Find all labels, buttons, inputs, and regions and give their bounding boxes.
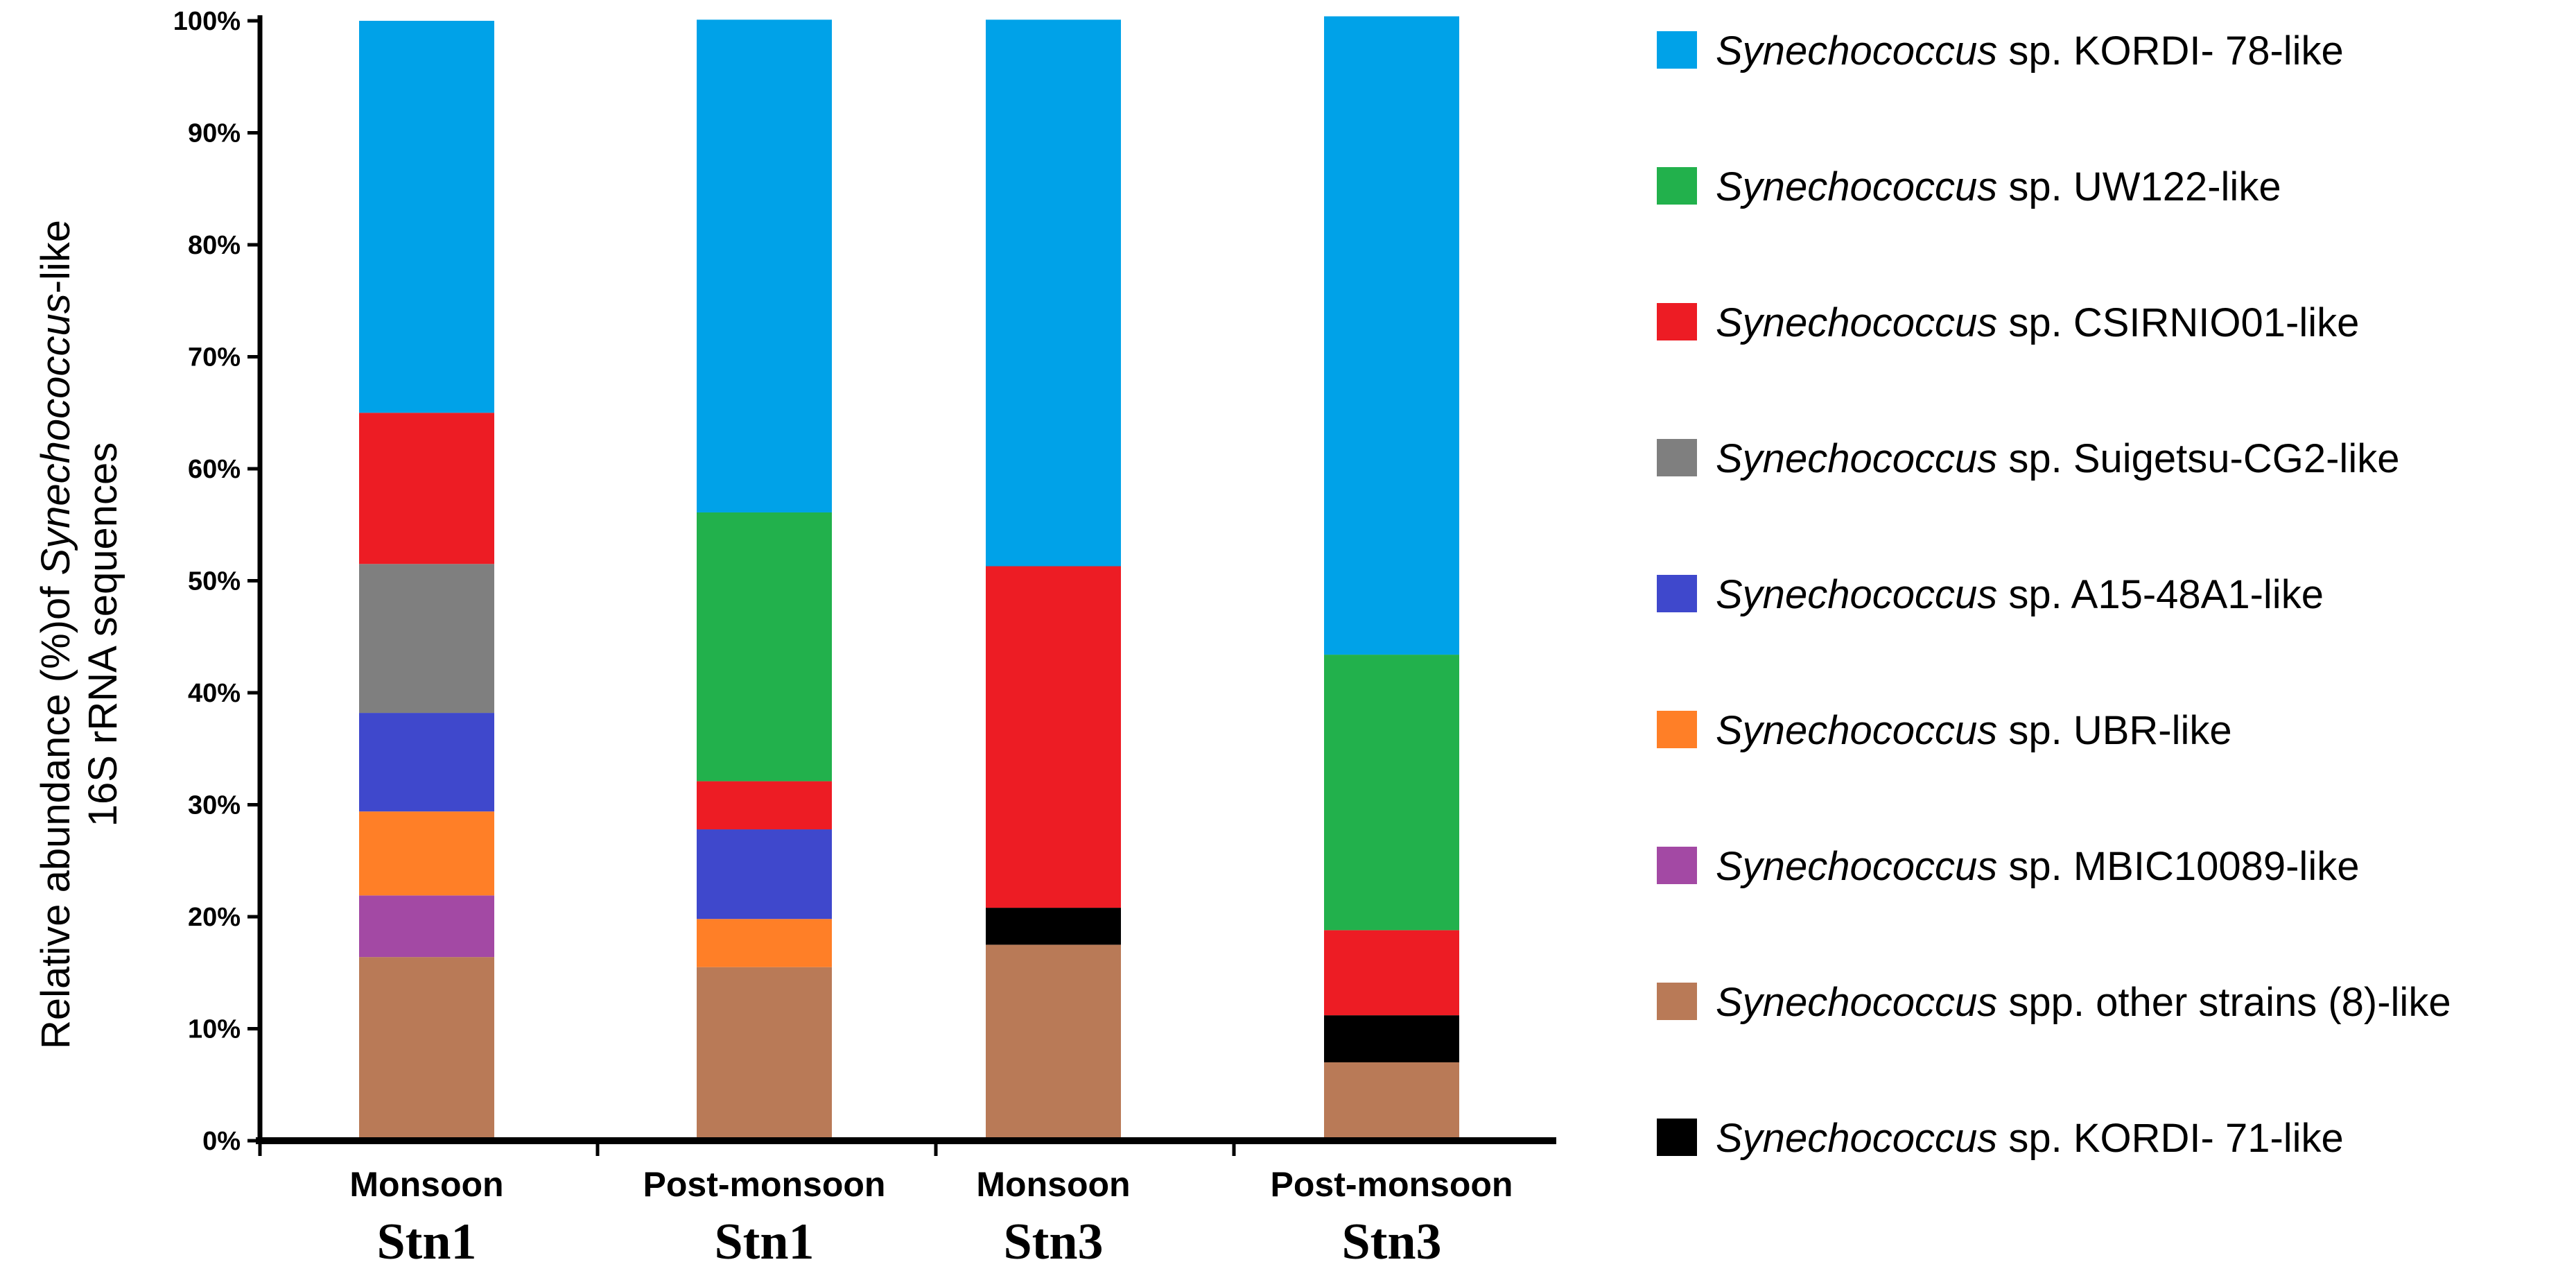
bar-segment: [359, 957, 494, 1141]
bars-group: [359, 16, 1459, 1141]
y-tick-label: 30%: [188, 791, 241, 820]
bar-segment: [697, 829, 832, 920]
bar-segment: [359, 413, 494, 564]
bar-segment: [697, 967, 832, 1141]
legend-label: Synechococcus sp. CSIRNIO01-like: [1716, 300, 2359, 345]
bar-segment: [697, 19, 832, 512]
legend-swatch: [1657, 303, 1697, 340]
bar-segment: [1324, 1062, 1459, 1141]
x-category-station-label: Stn3: [1342, 1214, 1442, 1269]
legend: Synechococcus sp. KORDI- 78-like Synechoc…: [1657, 28, 2451, 1161]
bar-segment: [359, 811, 494, 896]
x-category-season-label: Monsoon: [349, 1165, 503, 1204]
legend-label: Synechococcus sp. UBR-like: [1716, 708, 2232, 753]
y-tick-label: 60%: [188, 455, 241, 484]
y-axis-label-line1-prefix: Relative abundance (%)of: [33, 576, 78, 1050]
bar-segment: [1324, 16, 1459, 655]
y-tick-label: 90%: [188, 119, 241, 148]
bar-segment: [1324, 930, 1459, 1016]
y-axis-label-line1: Relative abundance (%)of Synechococcus-l…: [33, 220, 78, 1049]
legend-label: Synechococcus sp. Suigetsu-CG2-like: [1716, 436, 2399, 481]
y-axis-label-line1-suffix: -like: [33, 220, 78, 293]
legend-label: Synechococcus sp. KORDI- 71-like: [1716, 1116, 2344, 1161]
y-tick-label: 40%: [188, 679, 241, 708]
bar-segment: [359, 895, 494, 958]
legend-swatch: [1657, 711, 1697, 748]
bar-segment: [986, 566, 1121, 908]
y-tick-labels: 0% 10% 20% 30% 40% 50% 60% 70% 80% 90% 100%: [173, 7, 241, 1156]
bar-segment: [359, 713, 494, 812]
legend-swatch: [1657, 1119, 1697, 1156]
legend-label: Synechococcus sp. MBIC10089-like: [1716, 844, 2359, 889]
bar-segment: [986, 944, 1121, 1141]
x-category-station-label: Stn3: [1004, 1214, 1104, 1269]
x-category-station-label: Stn1: [715, 1214, 815, 1269]
x-category-season-label: Monsoon: [976, 1165, 1130, 1204]
bar-segment: [697, 512, 832, 782]
bar-segment: [697, 919, 832, 967]
axes-group: [247, 15, 1556, 1156]
y-axis-label-line1-genus: Synechococcus: [33, 293, 78, 575]
y-tick-label: 70%: [188, 343, 241, 372]
legend-swatch: [1657, 167, 1697, 205]
y-axis-label: Relative abundance (%)of Synechococcus-l…: [33, 220, 125, 1049]
x-category-season-label: Post-monsoon: [1271, 1165, 1513, 1204]
y-tick-label: 10%: [188, 1015, 241, 1044]
bar-segment: [986, 19, 1121, 567]
bar-segment: [359, 564, 494, 714]
legend-swatch: [1657, 31, 1697, 69]
y-tick-label: 50%: [188, 567, 241, 596]
y-tick-label: 0%: [202, 1127, 241, 1156]
x-category-season-label: Post-monsoon: [643, 1165, 886, 1204]
legend-label: Synechococcus sp. KORDI- 78-like: [1716, 28, 2344, 74]
bar-segment: [1324, 655, 1459, 931]
legend-label: Synechococcus sp. A15-48A1-like: [1716, 572, 2324, 617]
legend-swatch: [1657, 983, 1697, 1020]
legend-swatch: [1657, 847, 1697, 884]
legend-swatch: [1657, 575, 1697, 612]
bar-segment: [986, 908, 1121, 945]
x-category-station-label: Stn1: [377, 1214, 477, 1269]
y-axis-label-line2: 16S rRNA sequences: [80, 442, 125, 827]
x-category-labels: Monsoon Stn1 Post-monsoon Stn1 Monsoon Stn3 Po…: [349, 1165, 1513, 1269]
legend-swatch: [1657, 439, 1697, 476]
legend-label: Synechococcus sp. UW122-like: [1716, 164, 2281, 209]
y-tick-label: 20%: [188, 903, 241, 932]
y-tick-label: 100%: [173, 7, 241, 36]
y-tick-label: 80%: [188, 231, 241, 260]
bar-segment: [697, 781, 832, 830]
legend-label: Synechococcus spp. other strains (8)-lik…: [1716, 980, 2451, 1025]
bar-segment: [1324, 1015, 1459, 1062]
bar-segment: [359, 21, 494, 413]
